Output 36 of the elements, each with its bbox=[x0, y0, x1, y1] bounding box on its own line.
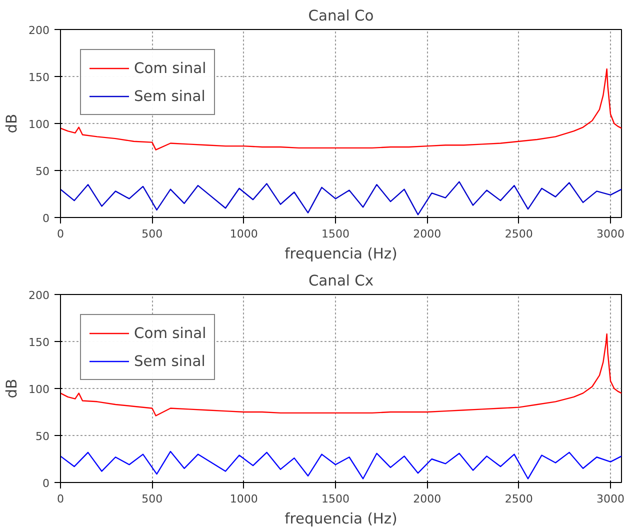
x-tick-label: 1500 bbox=[322, 492, 350, 506]
x-tick-label: 3000 bbox=[596, 228, 625, 240]
y-tick-label: 100 bbox=[28, 383, 50, 396]
y-tick-label: 150 bbox=[28, 336, 50, 349]
x-tick-label: 2000 bbox=[413, 228, 442, 240]
y-tick-label: 50 bbox=[36, 430, 50, 443]
x-tick-label: 0 bbox=[57, 228, 64, 240]
y-axis-title: dB bbox=[4, 114, 21, 134]
x-axis-title: frequencia (Hz) bbox=[284, 246, 398, 262]
x-tick-label: 2500 bbox=[504, 228, 533, 240]
x-tick-label: 1000 bbox=[230, 492, 258, 506]
x-tick-label: 2000 bbox=[413, 492, 442, 506]
legend-label: Sem sinal bbox=[134, 352, 206, 370]
line-series bbox=[60, 181, 622, 216]
legend-label: Com sinal bbox=[134, 60, 206, 76]
legend-label: Com sinal bbox=[134, 324, 206, 342]
x-tick-label: 500 bbox=[142, 228, 163, 240]
x-axis-title: frequencia (Hz) bbox=[284, 510, 398, 528]
y-tick-label: 0 bbox=[42, 212, 50, 225]
chart-title: Canal Co bbox=[308, 8, 374, 24]
y-tick-label: 50 bbox=[36, 165, 50, 178]
x-tick-label: 0 bbox=[57, 492, 64, 506]
x-tick-label: 2500 bbox=[504, 492, 533, 506]
y-tick-label: 0 bbox=[42, 477, 50, 490]
chart-title: Canal Cx bbox=[308, 272, 374, 290]
line-series bbox=[60, 450, 622, 480]
y-tick-label: 150 bbox=[28, 71, 50, 84]
y-tick-label: 200 bbox=[28, 24, 50, 37]
y-axis-title: dB bbox=[4, 378, 21, 398]
legend-label: Sem sinal bbox=[134, 88, 206, 104]
y-tick-label: 200 bbox=[28, 289, 50, 302]
x-tick-label: 1000 bbox=[230, 228, 258, 240]
x-tick-label: 3000 bbox=[596, 492, 625, 506]
x-tick-label: 1500 bbox=[322, 228, 350, 240]
y-tick-label: 100 bbox=[28, 118, 50, 131]
x-tick-label: 500 bbox=[142, 492, 163, 506]
